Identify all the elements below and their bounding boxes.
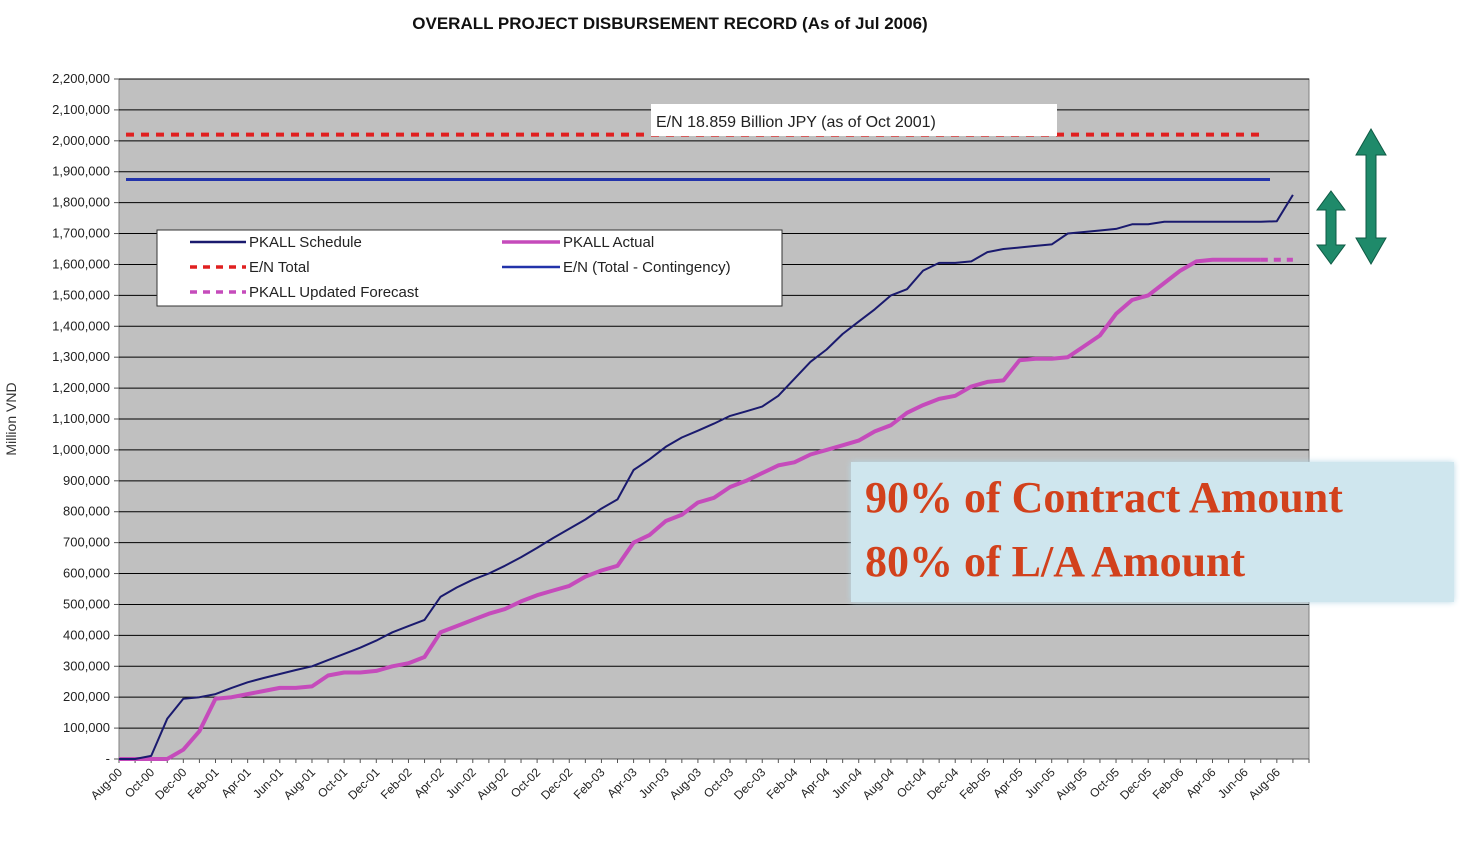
x-tick-label: Apr-04 [797,765,833,801]
x-tick-label: Aug-00 [88,765,125,802]
x-tick-label: Aug-04 [860,765,897,802]
legend-item-en-total: E/N Total [190,259,310,276]
x-tick-label: Jun-02 [443,765,479,801]
y-tick-label: 1,200,000 [52,380,110,395]
x-tick-label: Jun-01 [250,765,286,801]
x-tick-label: Dec-04 [924,765,961,802]
x-tick-label: Jun-05 [1022,765,1058,801]
x-tick-label: Oct-02 [508,765,544,801]
x-tick-label: Jun-03 [636,765,672,801]
reference-lines [126,132,1270,181]
y-tick-label: 1,800,000 [52,195,110,210]
x-tick-label: Feb-03 [571,765,608,802]
x-tick-label: Oct-03 [701,765,737,801]
x-tick-label: Apr-05 [990,765,1026,801]
x-tick-label: Aug-02 [474,765,511,802]
small-double-arrow-icon [1316,190,1346,265]
large-double-arrow-icon [1355,127,1387,266]
x-tick-label: Dec-02 [538,765,575,802]
x-tick-label: Dec-01 [345,765,382,802]
legend-item-en-contingency: E/N (Total - Contingency) [502,259,731,276]
y-tick-label: 2,100,000 [52,102,110,117]
x-tick-label: Apr-02 [411,765,447,801]
y-tick-label: 800,000 [63,504,110,519]
y-tick-label: 2,000,000 [52,133,110,148]
x-tick-label: Aug-01 [281,765,318,802]
x-tick-label: Feb-04 [764,765,801,802]
callout-line-contract: 90% of Contract Amount [865,473,1343,522]
y-tick-label: 1,700,000 [52,226,110,241]
x-tick-label: Dec-05 [1117,765,1154,802]
x-tick-label: Oct-01 [315,765,351,801]
x-tick-label: Feb-02 [378,765,415,802]
x-tick-label: Jun-06 [1215,765,1251,801]
y-tick-label: 1,000,000 [52,442,110,457]
y-tick-label: - [106,751,110,766]
legend: PKALL Schedule PKALL Actual E/N Total E/… [156,229,783,307]
x-tick-label: Aug-03 [667,765,704,802]
x-tick-label: Aug-05 [1053,765,1090,802]
callout-line-la: 80% of L/A Amount [865,537,1246,586]
y-tick-label: 1,400,000 [52,318,110,333]
chart-title: OVERALL PROJECT DISBURSEMENT RECORD (As … [412,14,928,33]
pkall-actual-line [119,257,1261,761]
legend-item-schedule: PKALL Schedule [190,234,362,251]
y-tick-label: 500,000 [63,596,110,611]
legend-item-actual: PKALL Actual [502,234,654,251]
y-tick-label: 600,000 [63,566,110,581]
legend-label-forecast: PKALL Updated Forecast [249,284,419,301]
legend-item-forecast: PKALL Updated Forecast [190,284,419,301]
x-tick-label: Oct-05 [1087,765,1123,801]
y-tick-label: 700,000 [63,535,110,550]
y-tick-label: 100,000 [63,720,110,735]
y-tick-label: 400,000 [63,627,110,642]
x-tick-label: Feb-05 [957,765,994,802]
legend-label-actual: PKALL Actual [563,234,654,251]
y-tick-label: 200,000 [63,689,110,704]
legend-label-en-total: E/N Total [249,259,310,276]
x-axis-ticks: Aug-00Oct-00Dec-00Feb-01Apr-01Jun-01Aug-… [88,758,1310,802]
annotation-box: E/N 18.859 Billion JPY (as of Oct 2001) [651,104,1057,136]
pkall-schedule-line [119,194,1294,760]
x-tick-label: Dec-00 [152,765,189,802]
x-tick-label: Feb-06 [1150,765,1187,802]
annotation-text: E/N 18.859 Billion JPY (as of Oct 2001) [656,114,936,131]
x-tick-label: Aug-06 [1246,765,1283,802]
y-tick-label: 300,000 [63,658,110,673]
y-tick-label: 1,600,000 [52,256,110,271]
x-tick-label: Dec-03 [731,765,768,802]
x-tick-label: Apr-03 [604,765,640,801]
x-tick-label: Feb-01 [185,765,222,802]
y-tick-label: 900,000 [63,473,110,488]
y-axis-label: Million VND [3,382,19,455]
y-tick-label: 1,300,000 [52,349,110,364]
callout-box: 90% of Contract Amount 80% of L/A Amount [851,462,1454,602]
x-tick-label: Oct-04 [894,765,930,801]
legend-label-en-contingency: E/N (Total - Contingency) [563,259,731,276]
x-tick-label: Apr-06 [1183,765,1219,801]
x-tick-label: Apr-01 [218,765,254,801]
y-tick-label: 1,900,000 [52,164,110,179]
y-tick-label: 2,200,000 [52,71,110,86]
y-tick-label: 1,500,000 [52,287,110,302]
legend-label-schedule: PKALL Schedule [249,234,362,251]
y-axis-ticks: - 100,000 200,000 300,000 400,000 500,000 600,… [52,71,119,766]
y-tick-label: 1,100,000 [52,411,110,426]
series-lines [119,194,1294,761]
x-tick-label: Jun-04 [829,765,865,801]
x-tick-label: Oct-00 [122,765,158,801]
